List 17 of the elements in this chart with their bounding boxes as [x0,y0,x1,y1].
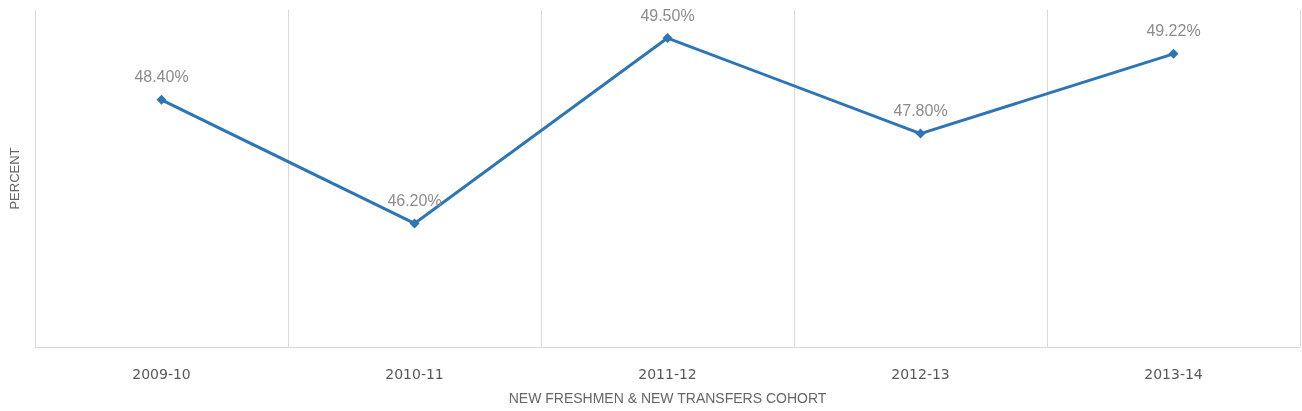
data-label: 49.50% [640,6,695,24]
y-axis-title: PERCENT [7,147,22,210]
x-tick-label: 2010-11 [385,366,444,382]
point [1168,48,1179,59]
data-label: 48.40% [134,68,189,86]
point [915,128,926,139]
x-tick-label: 2009-10 [132,366,191,382]
x-tick-label: 2011-12 [638,366,697,382]
data-label: 49.22% [1146,22,1201,40]
point [662,33,673,44]
x-tick-label: 2013-14 [1144,366,1203,382]
x-axis-title: NEW FRESHMEN & NEW TRANSFERS COHORT [508,390,827,406]
point [156,94,167,105]
data-label: 46.20% [387,191,442,209]
point [409,218,420,229]
x-tick-label: 2012-13 [891,366,950,382]
data-label: 47.80% [893,102,948,120]
